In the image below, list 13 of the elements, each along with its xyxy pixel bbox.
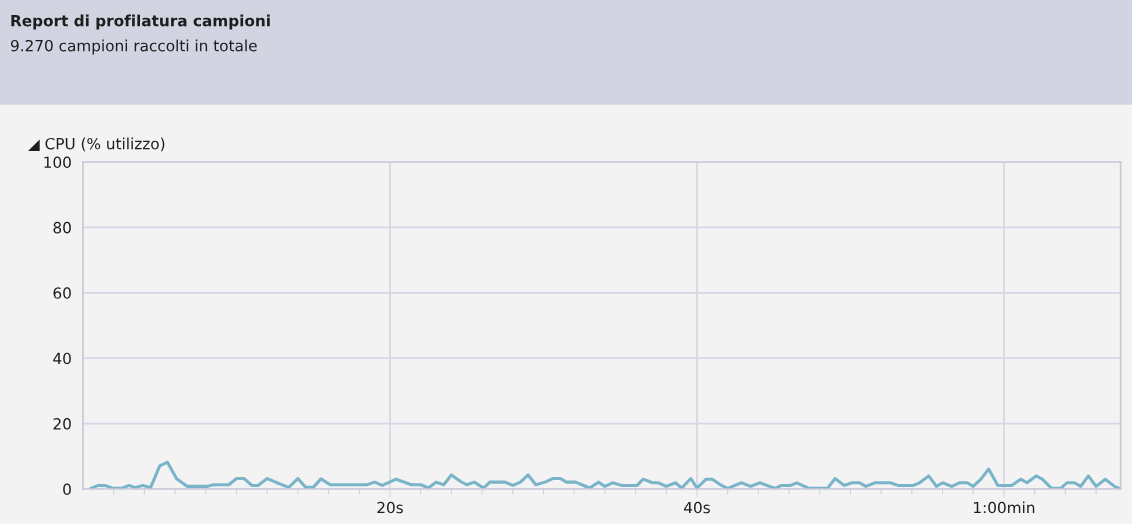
x-tick-label: 1:00min (974, 501, 1035, 514)
chart-subtitle: 9.270 campioni raccolti in totale (10, 39, 257, 55)
y-tick-label: 100 (44, 156, 71, 169)
chart-title: Report di profilatura campioni (11, 14, 270, 30)
line-series (89, 460, 1121, 489)
x-tick-label: 20s (377, 501, 403, 514)
y-tick-label: 80 (53, 221, 71, 234)
y-tick-label: 20 (53, 418, 71, 430)
y-tick-label: 0 (63, 483, 71, 496)
y-axis-title: ◢ CPU (% utilizzo) (28, 137, 165, 152)
y-tick-label: 40 (53, 352, 71, 365)
y-tick-label: 60 (53, 287, 71, 299)
x-tick-label: 40s (684, 501, 710, 514)
